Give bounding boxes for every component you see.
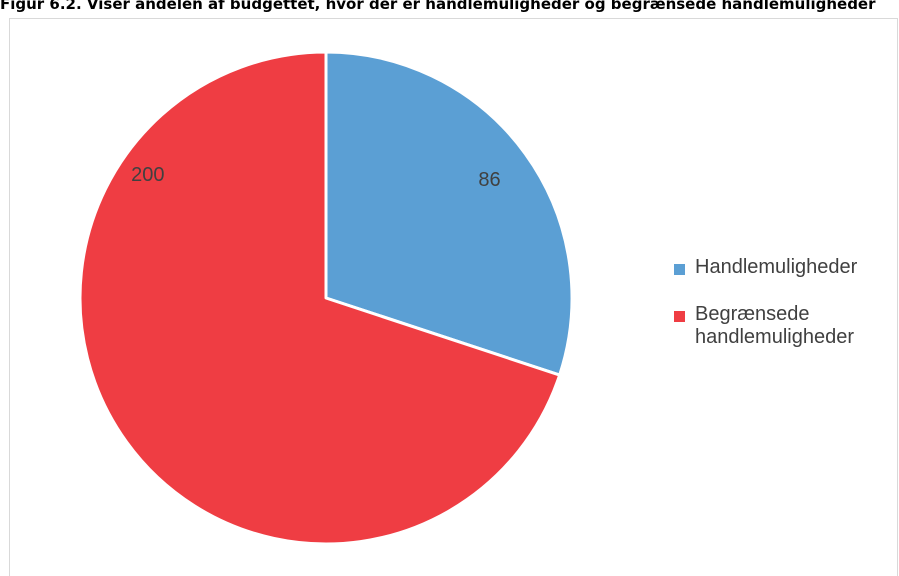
data-label-begraensede: 200 bbox=[131, 164, 164, 186]
legend-swatch-begraensede bbox=[674, 311, 685, 322]
chart-legend: Handlemuligheder Begrænsede handlemuligh… bbox=[674, 256, 897, 349]
figure-caption: Figur 6.2. Viser andelen af budgettet, h… bbox=[0, 0, 876, 13]
pie-slice-begraensede bbox=[78, 50, 562, 546]
pie-chart: 86 200 bbox=[78, 50, 574, 546]
legend-item-begraensede: Begrænsede handlemuligheder bbox=[674, 303, 897, 349]
legend-item-handlemuligheder: Handlemuligheder bbox=[674, 256, 897, 279]
legend-label-begraensede: Begrænsede handlemuligheder bbox=[695, 303, 855, 348]
data-label-handlemuligheder: 86 bbox=[478, 169, 500, 191]
chart-area: 86 200 Handlemuligheder Begrænsede handle… bbox=[9, 18, 898, 576]
legend-swatch-handlemuligheder bbox=[674, 264, 685, 275]
pie-slice-handlemuligheder bbox=[324, 50, 574, 377]
legend-label-handlemuligheder: Handlemuligheder bbox=[695, 256, 858, 278]
